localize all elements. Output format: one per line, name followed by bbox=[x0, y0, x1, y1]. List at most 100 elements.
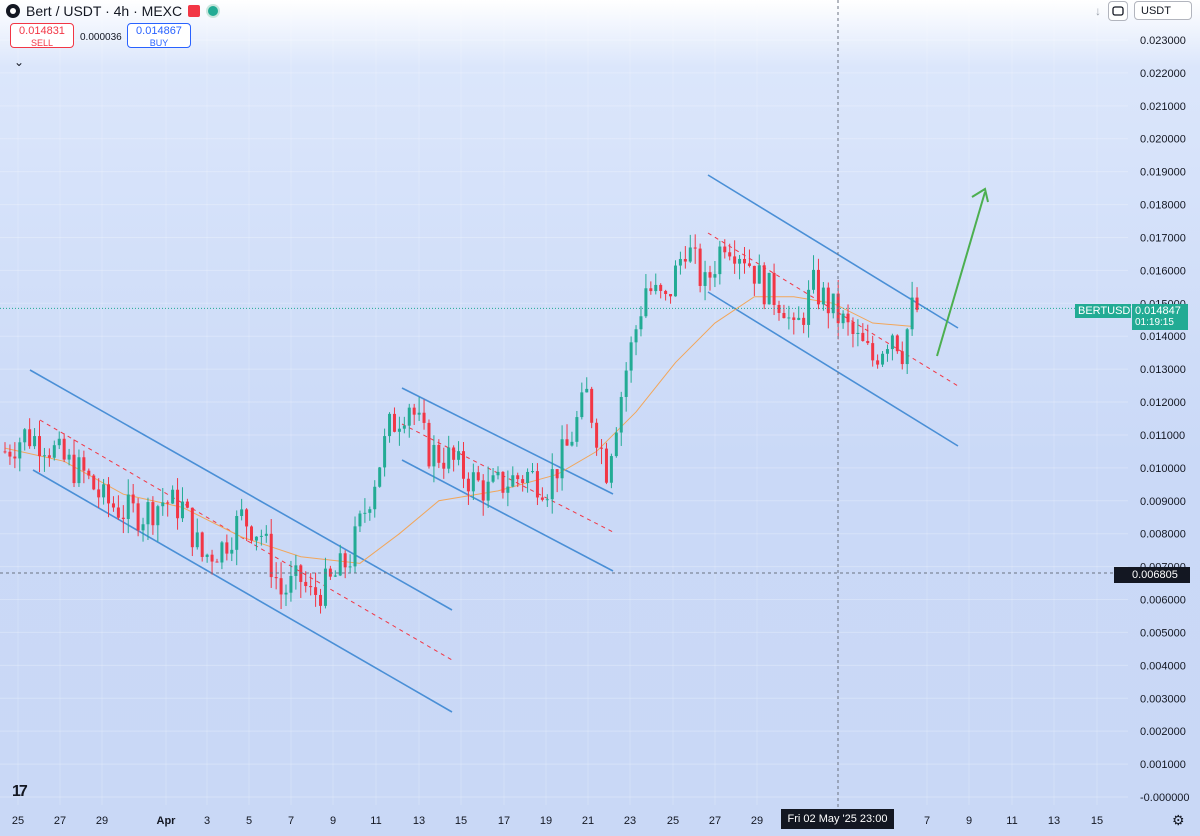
candle-body bbox=[688, 247, 692, 262]
candle-body bbox=[703, 272, 707, 286]
channel-upper-line bbox=[401, 387, 614, 495]
candle-body bbox=[491, 475, 495, 482]
candle-body bbox=[392, 413, 396, 432]
y-tick-label: 0.021000 bbox=[1140, 101, 1186, 113]
candle-body bbox=[92, 475, 96, 490]
compare-icon[interactable] bbox=[1108, 1, 1128, 21]
candle-body bbox=[62, 438, 66, 460]
candle-body bbox=[890, 335, 894, 350]
candle-body bbox=[437, 444, 441, 463]
candle-body bbox=[895, 335, 899, 352]
spread-value: 0.000036 bbox=[80, 32, 122, 43]
candle-body bbox=[752, 265, 756, 284]
candle-body bbox=[905, 329, 909, 365]
candle-body bbox=[254, 536, 258, 541]
channel-lines bbox=[29, 174, 959, 713]
candle-body bbox=[614, 432, 618, 457]
candle-body bbox=[624, 370, 628, 397]
candle-body bbox=[309, 586, 313, 588]
candle-body bbox=[131, 494, 135, 504]
ticker-tag: BERTUSDT bbox=[1075, 304, 1137, 318]
candle-body bbox=[521, 479, 525, 484]
candle-body bbox=[738, 258, 742, 264]
buy-label: BUY bbox=[149, 38, 169, 48]
chevron-down-icon[interactable]: ⌄ bbox=[14, 55, 25, 69]
candle-body bbox=[146, 502, 150, 525]
arrow-head-icon bbox=[971, 187, 989, 203]
candle-body bbox=[718, 246, 722, 275]
candle-body bbox=[121, 517, 125, 519]
candle-body bbox=[678, 258, 682, 266]
arrow-down-icon[interactable]: ↓ bbox=[1095, 4, 1101, 18]
candle-body bbox=[767, 272, 771, 305]
candle-body bbox=[250, 526, 253, 541]
y-tick-label: 0.017000 bbox=[1140, 232, 1186, 244]
x-tick-label: 13 bbox=[1048, 815, 1060, 827]
sell-button[interactable]: 0.014831 SELL bbox=[10, 23, 74, 48]
candle-body bbox=[427, 422, 431, 467]
candle-body bbox=[397, 428, 401, 432]
candle-body bbox=[180, 501, 184, 519]
tradingview-logo-icon[interactable]: 17 bbox=[12, 783, 28, 800]
candle-body bbox=[422, 412, 426, 423]
candle-body bbox=[171, 489, 175, 504]
candle-body bbox=[13, 456, 17, 459]
bullish-arrow-line bbox=[936, 191, 986, 357]
candle-body bbox=[866, 340, 870, 344]
chart-grid bbox=[0, 0, 1128, 805]
x-tick-label: 19 bbox=[540, 815, 552, 827]
candle-body bbox=[353, 526, 357, 567]
candle-body bbox=[486, 481, 490, 501]
candle-body bbox=[777, 304, 781, 313]
candle-body bbox=[289, 575, 293, 593]
candle-body bbox=[826, 287, 830, 314]
candle-body bbox=[107, 484, 111, 504]
candle-body bbox=[708, 272, 712, 278]
x-tick-label: 25 bbox=[667, 815, 679, 827]
candle-body bbox=[723, 246, 727, 253]
x-tick-label: 15 bbox=[1091, 815, 1103, 827]
crosshair-price-tag[interactable]: 0.006805 bbox=[1114, 567, 1190, 583]
candle-body bbox=[47, 455, 51, 458]
x-tick-label: 13 bbox=[413, 815, 425, 827]
candle-body bbox=[604, 448, 608, 483]
candle-body bbox=[314, 587, 318, 595]
y-tick-label: -0.000000 bbox=[1140, 792, 1190, 804]
candle-body bbox=[432, 444, 436, 467]
countdown-tag: 01:19:15 bbox=[1132, 316, 1188, 330]
gear-icon[interactable]: ⚙ bbox=[1172, 812, 1185, 828]
candle-body bbox=[900, 351, 904, 365]
candle-body bbox=[516, 475, 520, 480]
candle-body bbox=[57, 438, 61, 446]
candle-body bbox=[383, 436, 387, 468]
y-tick-label: 0.006000 bbox=[1140, 595, 1186, 607]
candle-body bbox=[609, 456, 613, 483]
symbol-title[interactable]: Bert / USDT · 4h · MEXC bbox=[26, 3, 183, 19]
x-tick-label: 9 bbox=[966, 815, 972, 827]
x-tick-label: 11 bbox=[370, 815, 381, 827]
candle-body bbox=[698, 248, 702, 286]
candle-body bbox=[649, 288, 653, 292]
candle-body bbox=[792, 317, 796, 320]
candle-body bbox=[23, 429, 27, 443]
candle-body bbox=[225, 542, 229, 554]
x-tick-label: Apr bbox=[157, 815, 177, 827]
y-tick-label: 0.013000 bbox=[1140, 364, 1186, 376]
candle-body bbox=[195, 532, 199, 548]
candle-body bbox=[319, 594, 323, 606]
candle-body bbox=[506, 486, 510, 493]
y-tick-label: 0.019000 bbox=[1140, 167, 1186, 179]
x-tick-label: 29 bbox=[751, 815, 763, 827]
candle-body bbox=[215, 561, 219, 563]
candle-body bbox=[67, 454, 71, 460]
buy-button[interactable]: 0.014867 BUY bbox=[127, 23, 191, 48]
currency-select[interactable]: USDT bbox=[1134, 1, 1192, 20]
candle-body bbox=[639, 316, 643, 330]
y-axis: 0.023000 0.022000 0.021000 0.020000 0.019000… bbox=[1140, 35, 1190, 804]
y-tick-label: 0.009000 bbox=[1140, 496, 1186, 508]
candle-body bbox=[363, 512, 367, 514]
flag-icon[interactable] bbox=[188, 5, 201, 17]
candle-body bbox=[496, 471, 500, 476]
candle-body bbox=[407, 407, 411, 426]
